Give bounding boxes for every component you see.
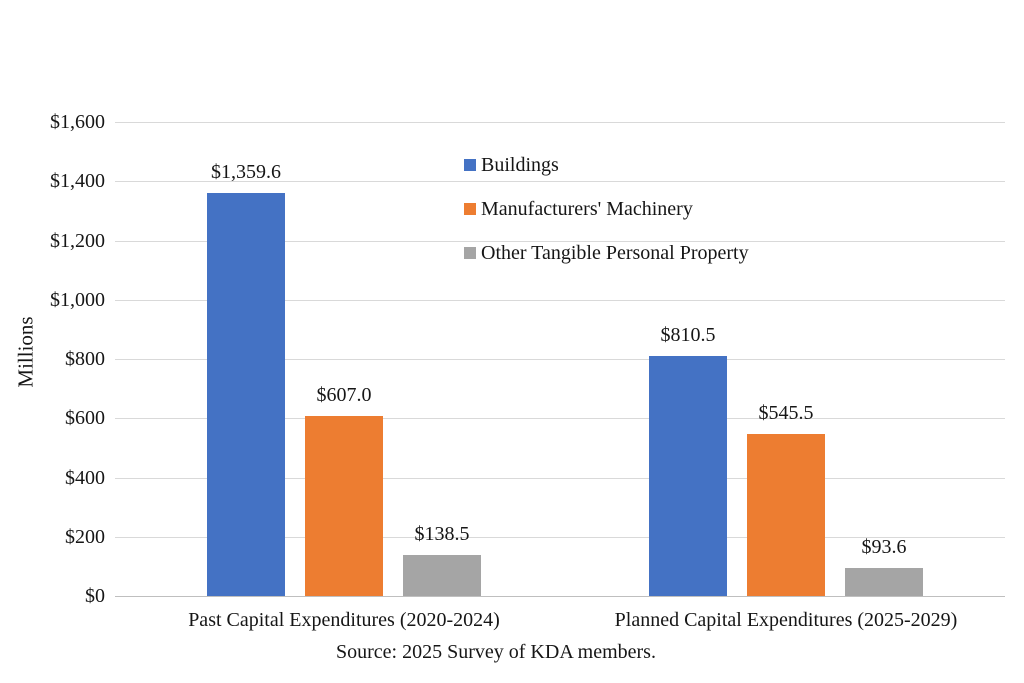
gridline bbox=[115, 536, 1005, 538]
legend-item: Other Tangible Personal Property bbox=[464, 231, 749, 275]
y-tick-label: $400 bbox=[65, 466, 105, 489]
bar-value-label: $810.5 bbox=[660, 323, 716, 346]
y-tick-label: $1,000 bbox=[50, 288, 105, 311]
gridline bbox=[115, 299, 1005, 301]
gridline bbox=[115, 181, 1005, 183]
legend-swatch-icon bbox=[464, 203, 476, 215]
legend-item: Buildings bbox=[464, 143, 749, 187]
gridline bbox=[115, 122, 1005, 123]
gridline bbox=[115, 418, 1005, 420]
bar-value-label: $138.5 bbox=[414, 522, 470, 545]
bar-other-tangible-personal-property bbox=[845, 568, 923, 596]
y-tick-label: $1,600 bbox=[50, 111, 105, 133]
legend-swatch-icon bbox=[464, 247, 476, 259]
y-tick-label: $600 bbox=[65, 407, 105, 430]
bar-value-label: $1,359.6 bbox=[211, 161, 281, 184]
bar-other-tangible-personal-property bbox=[403, 554, 481, 596]
x-category-label: Planned Capital Expenditures (2025-2029) bbox=[614, 609, 958, 631]
bar-value-label: $607.0 bbox=[316, 384, 372, 407]
y-tick-label: $800 bbox=[65, 348, 105, 370]
legend: Buildings Manufacturers' Machinery Other T… bbox=[464, 143, 749, 275]
legend-label: Buildings bbox=[481, 153, 559, 176]
gridline bbox=[115, 359, 1005, 360]
legend-label: Manufacturers' Machinery bbox=[481, 197, 693, 220]
y-tick-label: $0 bbox=[85, 585, 105, 607]
x-category-label: Past Capital Expenditures (2020-2024) bbox=[188, 609, 500, 631]
legend-label: Other Tangible Personal Property bbox=[481, 241, 749, 264]
bar-buildings bbox=[207, 193, 285, 596]
legend-item: Manufacturers' Machinery bbox=[464, 187, 749, 231]
y-tick-label: $200 bbox=[65, 525, 105, 548]
gridline bbox=[115, 240, 1005, 242]
x-axis-line bbox=[115, 596, 1005, 597]
bar-manufacturers-machinery bbox=[747, 434, 825, 596]
gridline bbox=[115, 477, 1005, 479]
bar-value-label: $93.6 bbox=[861, 536, 907, 559]
y-tick-label: $1,400 bbox=[50, 170, 105, 193]
bar-manufacturers-machinery bbox=[305, 416, 383, 596]
legend-swatch-icon bbox=[464, 159, 476, 171]
bar-buildings bbox=[649, 355, 727, 596]
y-tick-label: $1,200 bbox=[50, 229, 105, 252]
source-note: Source: 2025 Survey of KDA members. bbox=[336, 641, 656, 663]
bar-value-label: $545.5 bbox=[758, 402, 814, 425]
